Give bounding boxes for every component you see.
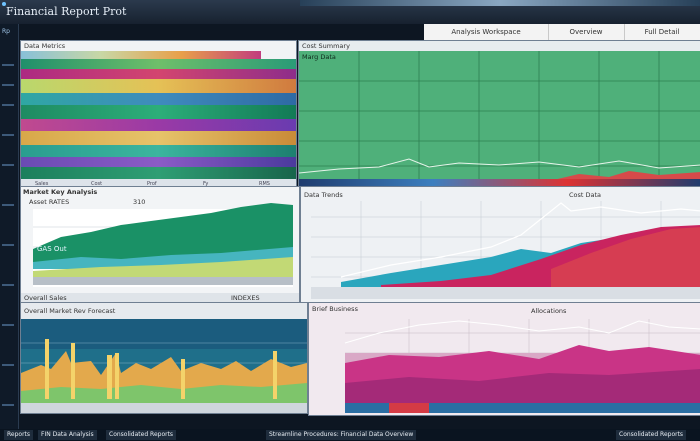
footer-item[interactable]: Consolidated Reports bbox=[106, 430, 177, 440]
color-band bbox=[21, 119, 296, 131]
color-band bbox=[21, 131, 296, 145]
panel-subtitle: Marg Data bbox=[302, 53, 336, 61]
footer-item[interactable]: Consolidated Reports bbox=[616, 430, 687, 440]
sidebar-item[interactable] bbox=[2, 104, 14, 106]
left-sidebar: Rp bbox=[0, 24, 19, 441]
panel-title: Cost Summary bbox=[302, 42, 350, 50]
color-band bbox=[21, 51, 261, 59]
bar-area-chart bbox=[21, 319, 307, 413]
footer-label: Sales bbox=[35, 181, 49, 187]
panel-brief-business: Brief Business Allocations bbox=[308, 302, 700, 416]
app-icon bbox=[2, 2, 6, 6]
green-grid-chart bbox=[299, 51, 700, 181]
chart-title: Allocations bbox=[531, 307, 567, 315]
footer-item[interactable]: Reports bbox=[4, 430, 34, 440]
panel-market-rev-forecast: Overall Market Rev Forecast bbox=[20, 302, 308, 414]
panel-title: Data Trends bbox=[304, 191, 343, 199]
trend-area-chart bbox=[311, 201, 700, 299]
footer-label: RMS bbox=[259, 181, 270, 187]
footer-label: Prof bbox=[147, 181, 157, 187]
footer-item[interactable]: Streamline Procedures: Financial Data Ov… bbox=[266, 430, 417, 440]
scroll-strip[interactable] bbox=[299, 179, 700, 189]
panel-title: Brief Business bbox=[312, 305, 358, 313]
color-band bbox=[21, 69, 296, 79]
color-band bbox=[21, 79, 296, 93]
color-band bbox=[21, 59, 296, 69]
sidebar-item[interactable] bbox=[2, 364, 14, 366]
sidebar-item[interactable] bbox=[2, 134, 14, 136]
color-band bbox=[21, 105, 296, 119]
color-band bbox=[21, 157, 296, 167]
panel-data-metrics: Data Metrics Sales Cost Prof Fy RMS bbox=[20, 40, 297, 190]
panel-data-trends: Data Trends Cost Data bbox=[300, 186, 700, 304]
footer-label: INDEXES bbox=[231, 294, 260, 302]
panel-value: 310 bbox=[133, 198, 146, 206]
tab-overview[interactable]: Overview bbox=[548, 24, 625, 40]
sidebar-item[interactable] bbox=[2, 244, 14, 246]
tab-analysis-workspace[interactable]: Analysis Workspace bbox=[424, 24, 549, 40]
sidebar-item[interactable] bbox=[2, 404, 14, 406]
color-band bbox=[21, 93, 296, 105]
panel-market-key-analysis: Market Key Analysis Asset RATES 310 GAS … bbox=[20, 186, 300, 304]
footer-bar bbox=[21, 293, 299, 303]
color-band bbox=[21, 145, 296, 157]
panel-title: Overall Market Rev Forecast bbox=[24, 307, 116, 315]
footer-band bbox=[21, 179, 296, 189]
footer-label: Overall Sales bbox=[24, 294, 67, 302]
window-title: Financial Report Prot bbox=[6, 5, 127, 18]
allocation-area-chart bbox=[344, 319, 700, 413]
top-accent-strip bbox=[300, 0, 700, 6]
panel-title: Data Metrics bbox=[24, 42, 66, 50]
sidebar-item[interactable] bbox=[2, 324, 14, 326]
color-band bbox=[21, 167, 296, 179]
tab-bar: Analysis Workspace Overview Full Detail bbox=[424, 24, 700, 41]
area-chart bbox=[33, 203, 293, 287]
panel-subtitle: Asset RATES bbox=[29, 198, 70, 206]
sidebar-item[interactable] bbox=[2, 64, 14, 66]
footer-label: Cost bbox=[91, 181, 103, 187]
panel-header-bar bbox=[299, 41, 700, 51]
sidebar-item[interactable] bbox=[2, 284, 14, 286]
status-footer: Reports FIN Data Analysis Consolidated R… bbox=[0, 429, 700, 441]
sidebar-item[interactable] bbox=[2, 164, 14, 166]
panel-cost-summary: Cost Summary Marg Data bbox=[298, 40, 700, 190]
chart-caption: GAS Out bbox=[37, 245, 67, 253]
chart-title: Cost Data bbox=[569, 191, 602, 199]
sidebar-label: Rp bbox=[2, 28, 10, 35]
sidebar-item[interactable] bbox=[2, 204, 14, 206]
sidebar-item[interactable] bbox=[2, 84, 14, 86]
footer-label: Fy bbox=[203, 181, 209, 187]
footer-item[interactable]: FIN Data Analysis bbox=[38, 430, 97, 440]
panel-title: Market Key Analysis bbox=[23, 188, 98, 196]
tab-full-detail[interactable]: Full Detail bbox=[644, 28, 680, 36]
